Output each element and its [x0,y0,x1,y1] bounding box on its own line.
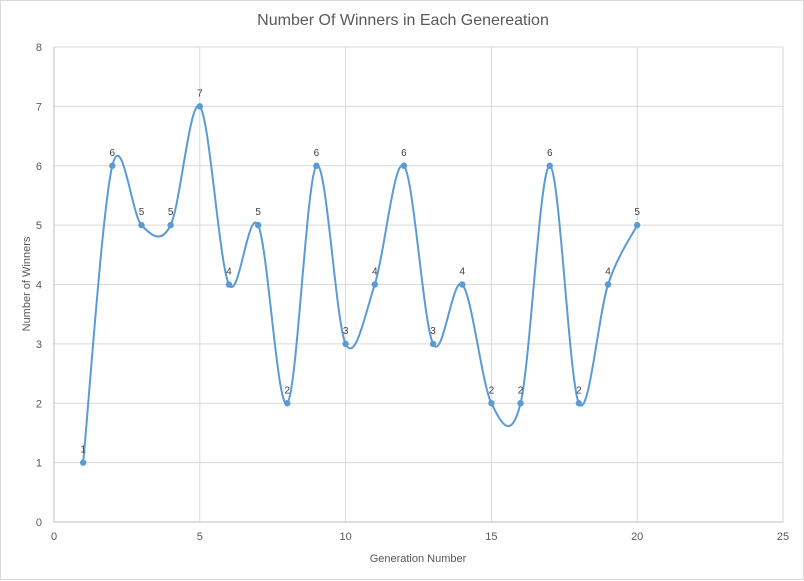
data-point [284,400,291,407]
data-point [167,221,174,229]
y-tick-label: 4 [36,280,42,292]
data-label: 2 [518,385,524,396]
data-label: 4 [459,267,465,278]
data-point [604,281,612,288]
data-label: 4 [372,267,378,278]
data-label: 7 [197,88,203,99]
data-point [109,162,116,169]
x-axis-title: Generation Number [370,553,467,565]
x-tick-label: 15 [485,531,497,543]
data-label: 2 [576,385,582,396]
y-tick-label: 8 [36,42,42,54]
y-tick-label: 3 [36,339,42,351]
data-label: 5 [255,207,261,218]
chart-title: Number Of Winners in Each Genereation [257,12,549,29]
y-tick-label: 5 [36,220,42,232]
data-label: 5 [139,207,145,218]
data-point [459,281,466,288]
data-point [138,221,145,229]
data-point [254,221,262,229]
data-point [488,400,495,407]
data-point [575,400,583,407]
x-axis-ticks: 0 5 10 15 20 25 [51,531,789,543]
x-tick-label: 25 [777,531,789,543]
data-label: 6 [314,148,320,159]
data-label: 6 [110,148,116,159]
gridlines [54,46,784,522]
x-tick-label: 10 [339,531,351,543]
y-tick-label: 7 [36,101,42,113]
data-point [400,162,408,169]
data-labels: 1 6 5 5 7 4 5 2 6 3 4 6 3 4 2 2 6 2 4 5 [80,88,640,455]
data-point [429,340,437,348]
data-label: 1 [80,445,86,456]
axes [53,47,783,523]
y-tick-label: 2 [36,398,42,410]
x-tick-label: 20 [631,531,643,543]
data-point [634,221,641,229]
data-label: 5 [634,207,640,218]
data-label: 4 [226,267,232,278]
data-point [371,281,378,288]
data-label: 3 [343,326,349,337]
y-tick-label: 6 [36,161,42,173]
data-label: 2 [284,385,290,396]
data-point [342,340,349,348]
data-point [313,162,320,169]
data-point [79,459,87,466]
data-points [79,103,641,466]
x-tick-label: 5 [197,531,203,543]
series-winners [82,105,639,463]
y-axis-title: Number of Winners [21,236,33,331]
x-tick-label: 0 [51,531,57,543]
data-label: 4 [605,267,611,278]
series-line [82,105,639,463]
data-label: 6 [401,148,407,159]
y-tick-label: 0 [36,517,42,529]
y-tick-label: 1 [36,458,42,470]
data-label: 2 [489,385,495,396]
data-point [517,400,524,407]
data-point [546,162,553,169]
data-label: 6 [547,148,553,159]
data-label: 5 [168,207,174,218]
y-axis-ticks: 0 1 2 3 4 5 6 7 8 [36,42,42,529]
data-point [196,103,203,110]
data-label: 3 [430,326,436,337]
data-point [225,281,233,288]
